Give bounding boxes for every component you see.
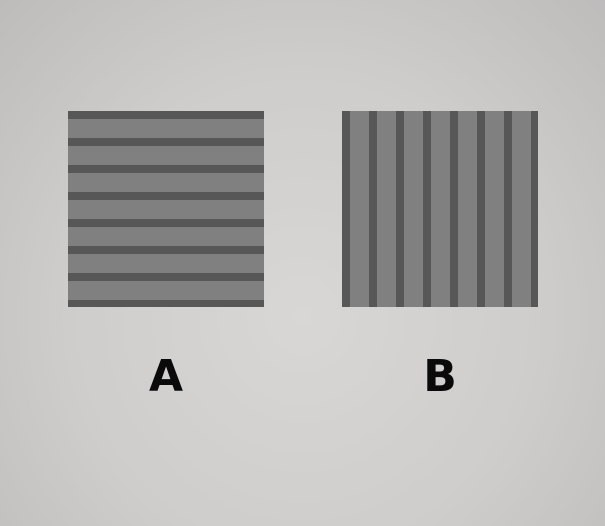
vertical-stripes-square	[342, 111, 538, 307]
horizontal-stripes-square	[68, 111, 264, 307]
option-label-a: A	[148, 351, 184, 402]
option-label-b: B	[423, 351, 457, 402]
